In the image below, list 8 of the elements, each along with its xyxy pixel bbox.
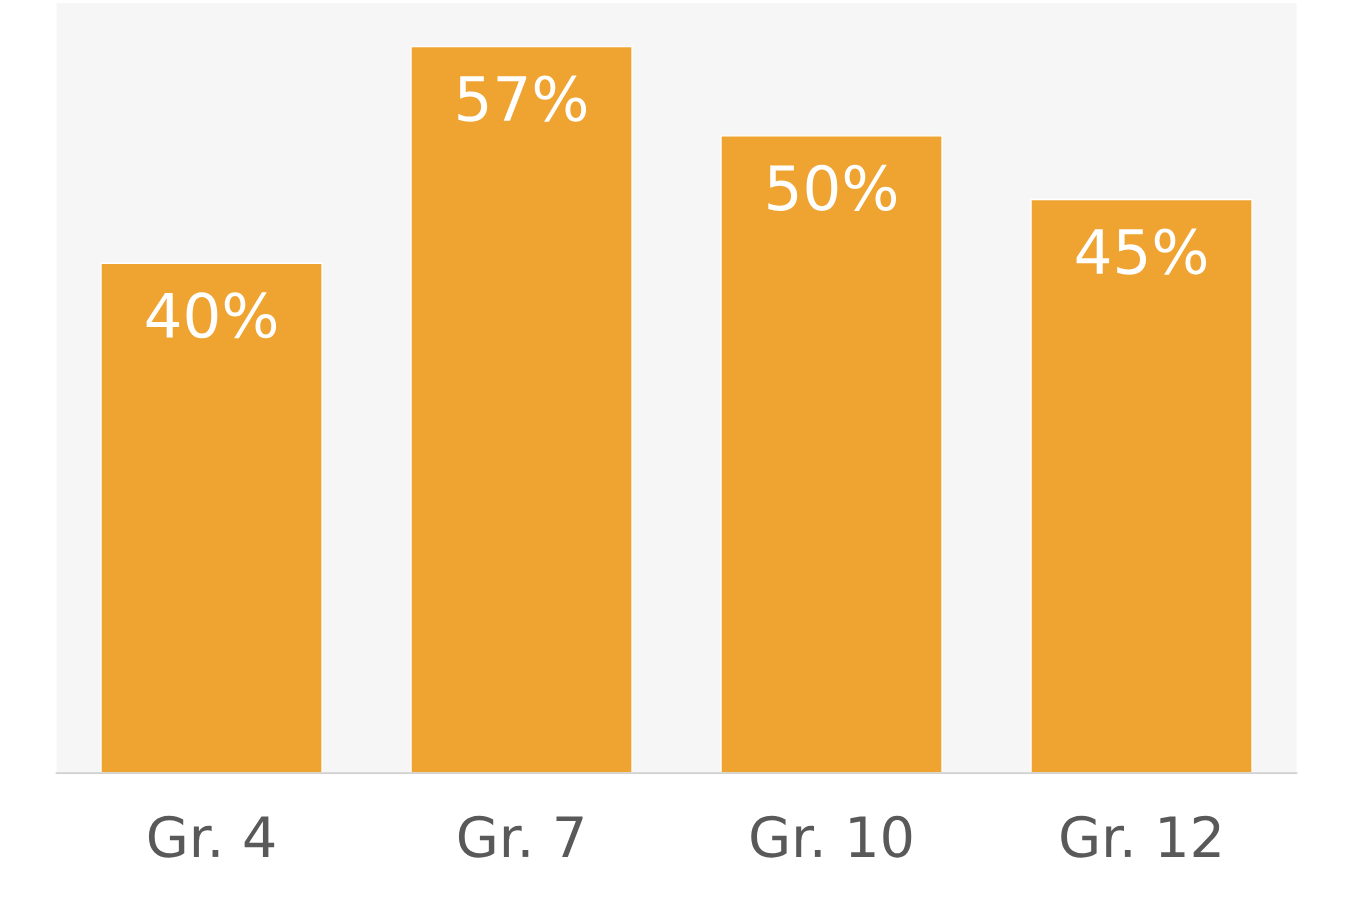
- x-tick-label: Gr. 12: [1061, 815, 1220, 858]
- x-tick-label: Gr. 4: [148, 815, 275, 858]
- data-label: 45%: [1076, 228, 1207, 275]
- x-tick-label: Gr. 10: [751, 815, 912, 858]
- data-label: 40%: [146, 292, 277, 339]
- data-label: 57%: [458, 75, 587, 122]
- data-label: 50%: [768, 164, 897, 211]
- x-tick-label: Gr. 7: [458, 815, 583, 858]
